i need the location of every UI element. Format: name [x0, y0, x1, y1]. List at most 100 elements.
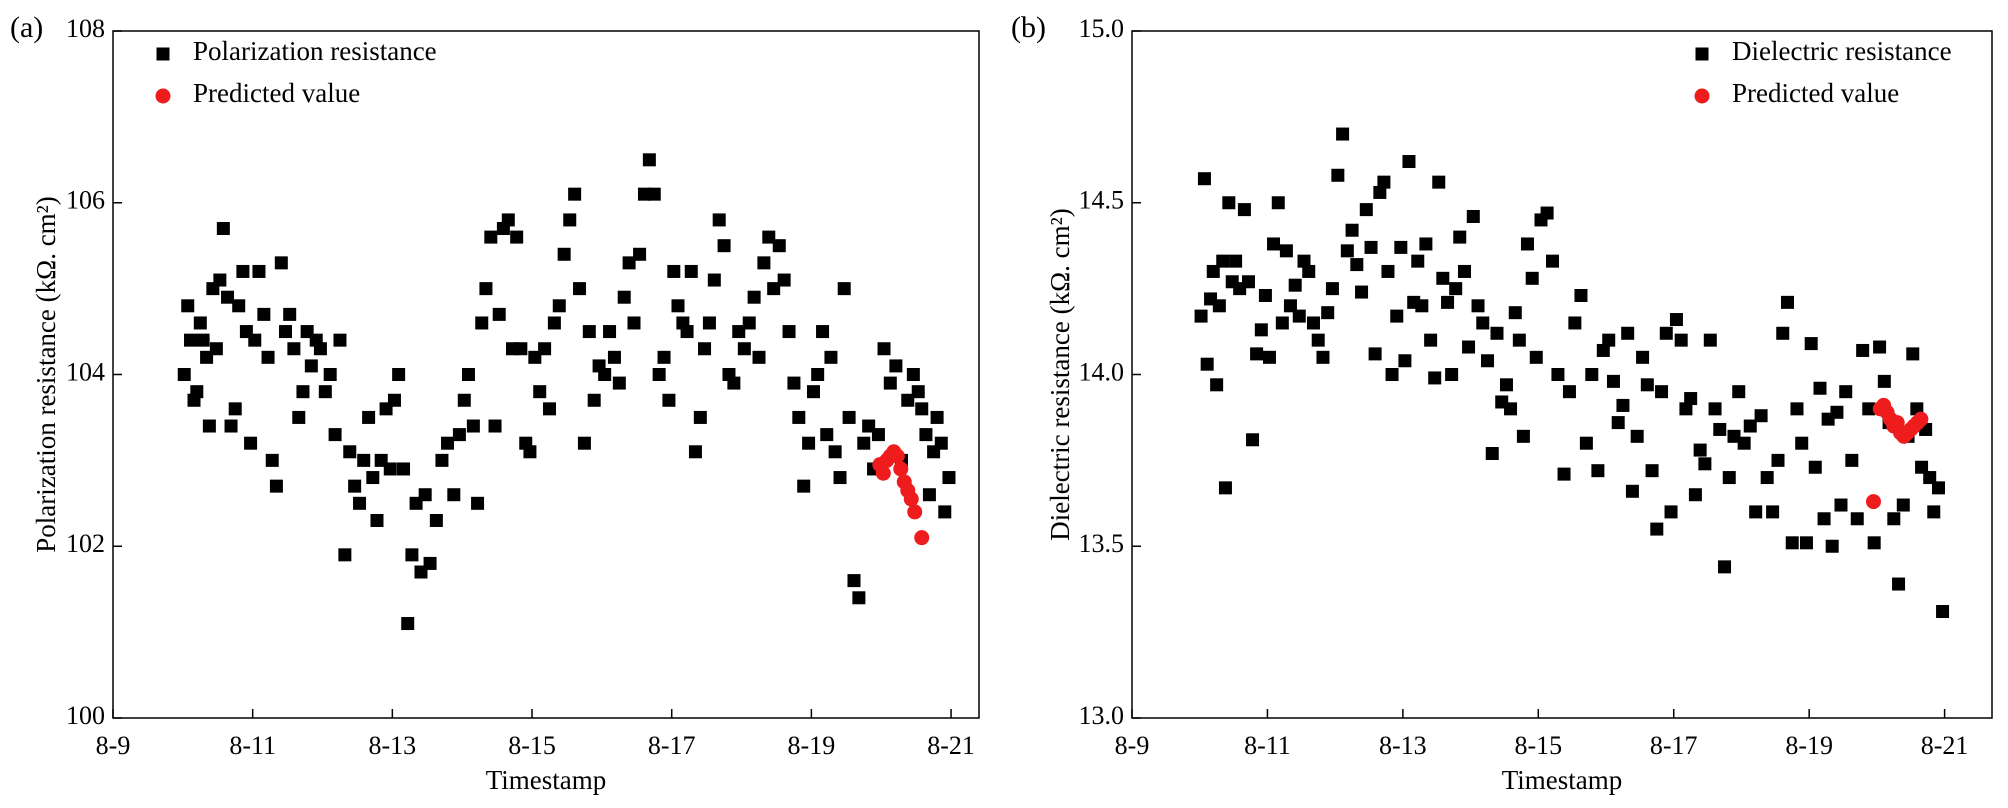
data-point: [488, 419, 502, 433]
data-point: [1350, 258, 1364, 272]
data-point: [657, 350, 671, 364]
data-point: [418, 488, 432, 502]
predicted-point: [907, 504, 923, 520]
data-point: [1306, 316, 1320, 330]
x-tick-label: 8-13: [369, 731, 417, 760]
data-point: [577, 436, 591, 450]
data-point: [1839, 385, 1853, 399]
data-point: [366, 471, 380, 485]
data-point: [816, 325, 830, 339]
data-point: [598, 368, 612, 381]
data-point: [279, 325, 293, 339]
data-point: [824, 350, 838, 364]
data-point: [1424, 333, 1438, 347]
data-point: [333, 333, 347, 347]
data-point: [1262, 350, 1276, 364]
data-point: [717, 239, 731, 253]
data-point: [313, 342, 327, 356]
y-axis-title: Polarization resistance (kΩ. cm²): [31, 196, 61, 553]
predicted-point: [875, 465, 891, 481]
data-point: [693, 410, 707, 424]
y-tick-label: 100: [66, 701, 105, 730]
legend-marker: [1695, 47, 1709, 61]
data-point: [1216, 254, 1230, 268]
x-tick-label: 8-9: [1115, 731, 1150, 760]
data-point: [338, 548, 352, 562]
legend-label: Predicted value: [193, 78, 360, 108]
data-point: [671, 299, 685, 313]
data-point: [607, 350, 621, 364]
data-point: [318, 385, 332, 399]
data-point: [1727, 429, 1741, 443]
data-point: [1194, 309, 1208, 323]
data-point: [737, 342, 751, 356]
data-point: [1684, 392, 1698, 406]
data-point: [296, 385, 310, 399]
data-point: [1887, 512, 1901, 526]
data-point: [1316, 350, 1330, 364]
data-point: [1525, 271, 1539, 285]
data-point: [1616, 398, 1630, 412]
data-point: [662, 393, 676, 407]
data-point: [1390, 309, 1404, 323]
data-point: [1585, 368, 1599, 381]
data-point: [202, 419, 216, 433]
data-point: [811, 368, 825, 381]
data-point: [1271, 196, 1285, 210]
data-point: [1415, 299, 1429, 313]
data-point: [1708, 402, 1722, 416]
data-point: [752, 350, 766, 364]
data-point: [1331, 168, 1345, 182]
data-point: [1688, 488, 1702, 502]
data-point: [1485, 447, 1499, 461]
data-point: [938, 505, 952, 519]
data-point: [196, 333, 210, 347]
data-point: [1457, 264, 1471, 278]
data-point: [232, 299, 246, 313]
data-point: [1449, 282, 1463, 296]
data-point: [1817, 512, 1831, 526]
data-point: [1445, 368, 1459, 381]
data-point: [1297, 254, 1311, 268]
data-point: [889, 359, 903, 373]
data-point: [633, 247, 647, 261]
x-axis-title: Timestamp: [1502, 765, 1623, 795]
data-point: [1453, 230, 1467, 244]
data-point: [257, 307, 271, 321]
data-point: [837, 282, 851, 296]
x-tick-label: 8-9: [96, 731, 131, 760]
y-tick-label: 106: [66, 186, 105, 215]
data-point: [1540, 206, 1554, 220]
data-point: [184, 333, 198, 347]
data-point: [1906, 347, 1920, 361]
data-point: [387, 393, 401, 407]
data-point: [1732, 385, 1746, 399]
x-tick-label: 8-17: [648, 731, 696, 760]
data-point: [1760, 471, 1774, 485]
data-point: [1932, 481, 1946, 495]
data-point: [806, 385, 820, 399]
data-point: [847, 574, 861, 588]
data-point: [1402, 155, 1416, 169]
data-point: [1373, 185, 1387, 199]
data-point: [423, 556, 437, 570]
data-point: [533, 385, 547, 399]
x-axis-title: Timestamp: [486, 765, 607, 795]
data-point: [1650, 522, 1664, 536]
data-point: [617, 290, 631, 304]
data-point: [213, 273, 227, 287]
data-point: [1481, 354, 1495, 368]
data-point: [193, 316, 207, 330]
data-point: [1222, 196, 1236, 210]
data-point: [1275, 316, 1289, 330]
data-point: [429, 513, 443, 527]
data-point: [1936, 605, 1950, 619]
data-point: [702, 316, 716, 330]
data-point: [552, 299, 566, 313]
data-point: [557, 247, 571, 261]
data-point: [652, 368, 666, 381]
data-point: [292, 410, 306, 424]
data-point: [1557, 467, 1571, 481]
data-point: [1419, 237, 1433, 251]
data-point: [1562, 385, 1576, 399]
